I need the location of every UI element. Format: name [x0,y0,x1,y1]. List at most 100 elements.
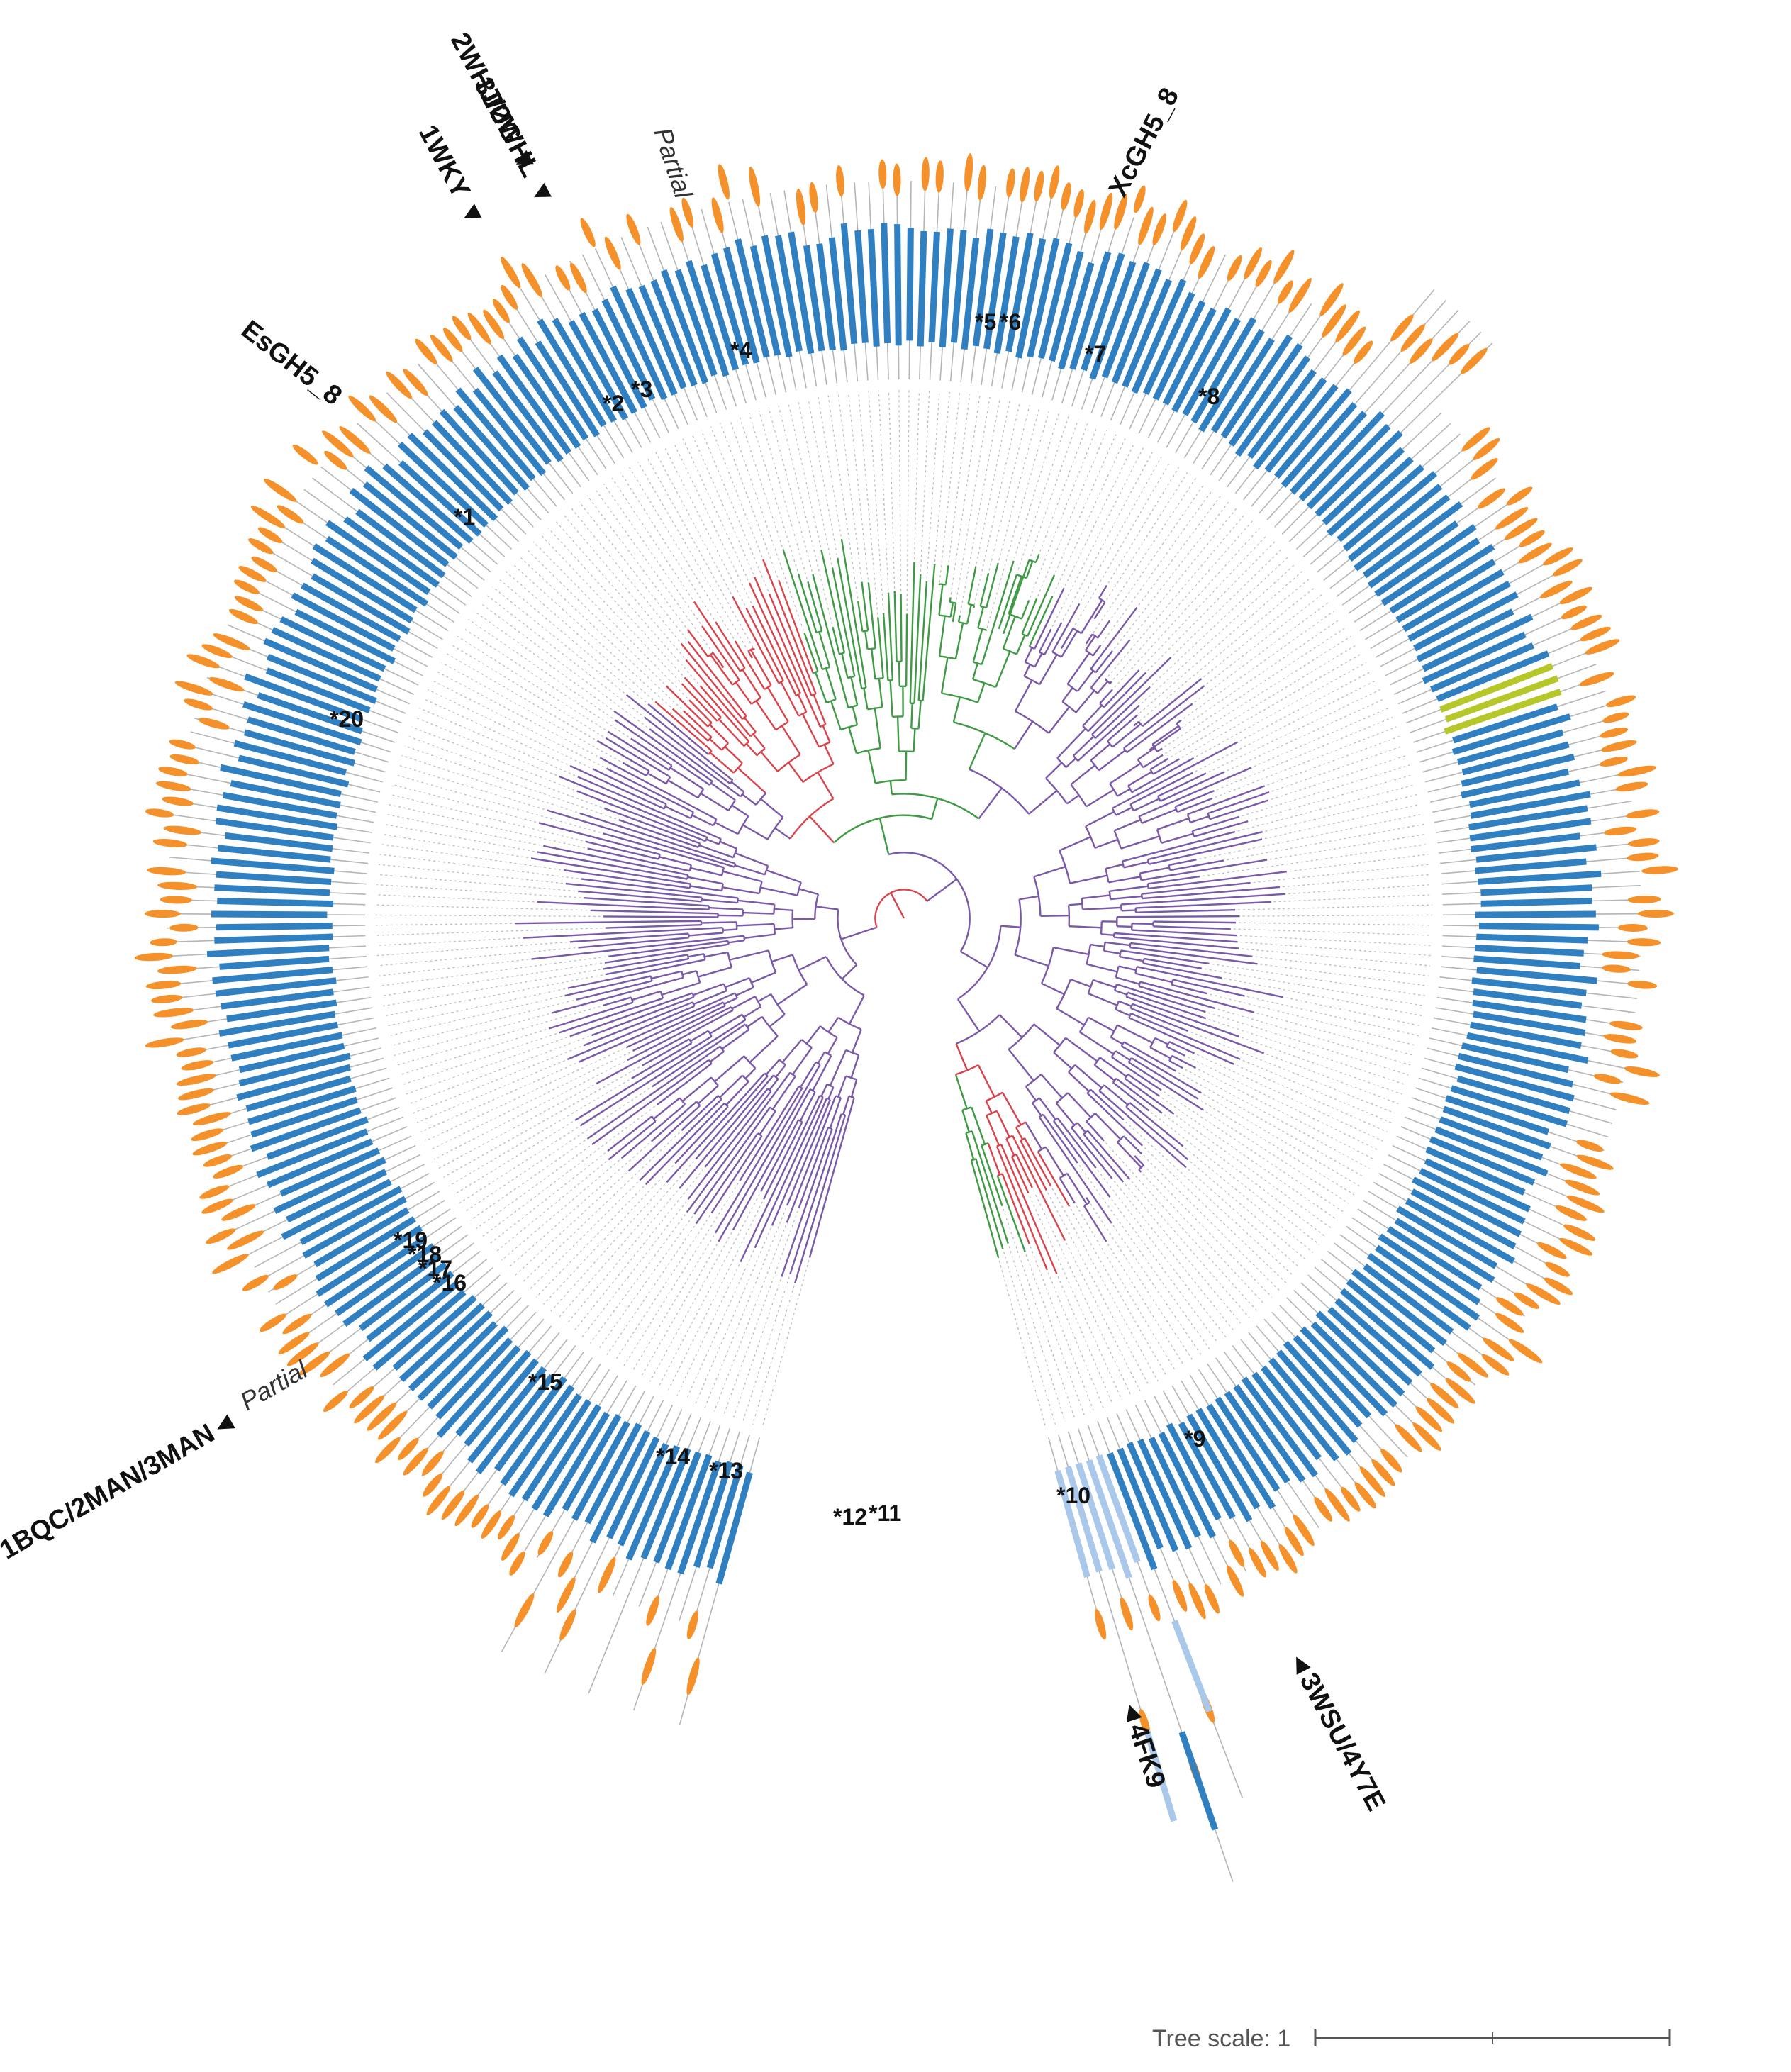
tree-internal-branch [690,885,722,892]
domain-gh5-block [1478,923,1599,931]
tree-leaf-branch [1123,1041,1177,1072]
domain-gh5-block [247,716,356,755]
tree-internal-branch [797,694,808,713]
tree-internal-branch [1023,664,1031,677]
tree-internal-branch [840,926,877,940]
tree-leaf-branch [1020,1140,1047,1191]
leaf-guide-line [399,1029,547,1076]
tree-leaf-branch [909,562,915,703]
domain-gh5-block [236,1064,351,1101]
domain-gh5-block [492,370,564,462]
tree-internal-branch [940,657,949,694]
domain-gh5-block [435,1337,513,1420]
domain-cbm-ellipse [415,338,437,364]
tree-internal-arc [789,798,834,840]
tree-leaf-branch [1134,1155,1144,1166]
tree-internal-arc [736,898,739,903]
tree-leaf-branch [754,577,821,728]
tree-leaf-branch [715,621,746,669]
leaf-guide-line [959,399,1000,613]
domain-gh5-block [928,231,940,343]
domain-gh5-block [436,1345,521,1438]
tree-internal-arc [657,854,661,859]
tree-internal-arc [691,1001,696,1007]
domain-gh5-block [1445,1095,1550,1135]
tree-leaf-branch [564,975,652,997]
tree-internal-branch [1024,647,1033,663]
domain-cbm-ellipse [169,754,199,765]
tree-internal-branch [647,772,667,785]
tree-internal-arc [717,1095,722,1100]
tree-internal-branch [1110,895,1142,901]
tree-internal-branch [1076,670,1094,692]
leaf-guide-line [1003,1252,1056,1425]
tree-internal-arc [1129,942,1132,948]
tree-leaf-branch [922,564,936,701]
leaf-guide-line [498,579,647,703]
tree-internal-branch [910,703,913,729]
domain-gh5-block [294,608,396,664]
tree-internal-arc [826,698,837,704]
tree-internal-branch [1075,690,1095,713]
tree-leaf-branch [1114,936,1239,949]
domain-gh5-block [1363,1264,1454,1335]
tree-internal-branch [724,745,743,764]
tree-leaf-branch [979,572,990,607]
tree-leaf-branch [981,560,1015,665]
tree-internal-branch [757,993,771,1003]
domain-cbm-ellipse [367,1402,397,1431]
leaf-guide-line [383,969,601,1007]
starred-sequence-1: *1 [454,504,475,530]
leaf-guide-line [378,864,563,884]
leaf-guide-line [1188,1169,1300,1269]
leaf-guide-line [1014,413,1060,559]
domain-gh5-block [521,1398,592,1502]
tree-internal-branch [718,718,745,747]
tree-leaf-branch [688,699,713,724]
domain-gh5-block [1273,388,1352,479]
leaf-guide-line [1165,635,1351,754]
domain-gh5-block [398,460,482,537]
domain-gh5-block [1086,1459,1132,1579]
domain-cbm-ellipse [1354,1482,1376,1509]
tree-internal-branch [829,1097,842,1129]
domain-cbm-ellipse [1506,486,1533,506]
tree-leaf-branch [1052,1120,1111,1198]
tree-leaf-branch [665,685,709,728]
tree-internal-arc [1005,1135,1013,1140]
domain-gh5-block [1395,558,1496,623]
tree-leaf-branch [590,909,718,915]
tree-leaf-branch [695,1132,759,1225]
tree-internal-branch [719,840,737,850]
domain-gh5-block [816,243,836,351]
domain-gh5-block [531,1404,602,1511]
domain-cbm-ellipse [1204,1583,1220,1614]
leaf-guide-line [1037,430,1107,596]
leaf-guide-line [948,394,971,563]
domain-gh5-block [1374,524,1477,597]
domain-cbm-ellipse [1617,923,1648,932]
tree-internal-arc [1127,785,1133,793]
tree-leaf-branch [1133,720,1139,727]
leaf-guide-line [433,1061,625,1160]
leaf-guide-line [589,1214,686,1344]
domain-cbm-ellipse [1637,910,1674,918]
domain-cbm-ellipse [1564,1179,1600,1196]
tree-internal-branch [1069,874,1107,884]
leaf-guide-line [508,1142,650,1269]
tree-leaf-branch [1123,685,1205,750]
domain-gh5-block [693,1461,733,1569]
domain-cbm-ellipse [1544,1277,1573,1296]
leaf-guide-line [1190,1031,1395,1114]
tree-internal-branch [1110,1036,1124,1045]
tree-leaf-branch [693,1106,771,1215]
tree-internal-arc [1128,1013,1132,1018]
domain-cbm-ellipse [1412,1422,1441,1451]
domain-gh5-block [1089,261,1137,380]
leaf-guide-line [1256,1013,1415,1057]
tree-internal-branch [1100,933,1115,937]
domain-gh5-block [342,1252,441,1327]
leaf-guide-line [521,1132,680,1283]
tree-internal-branch [1082,906,1122,910]
domain-cbm-ellipse [964,153,973,191]
